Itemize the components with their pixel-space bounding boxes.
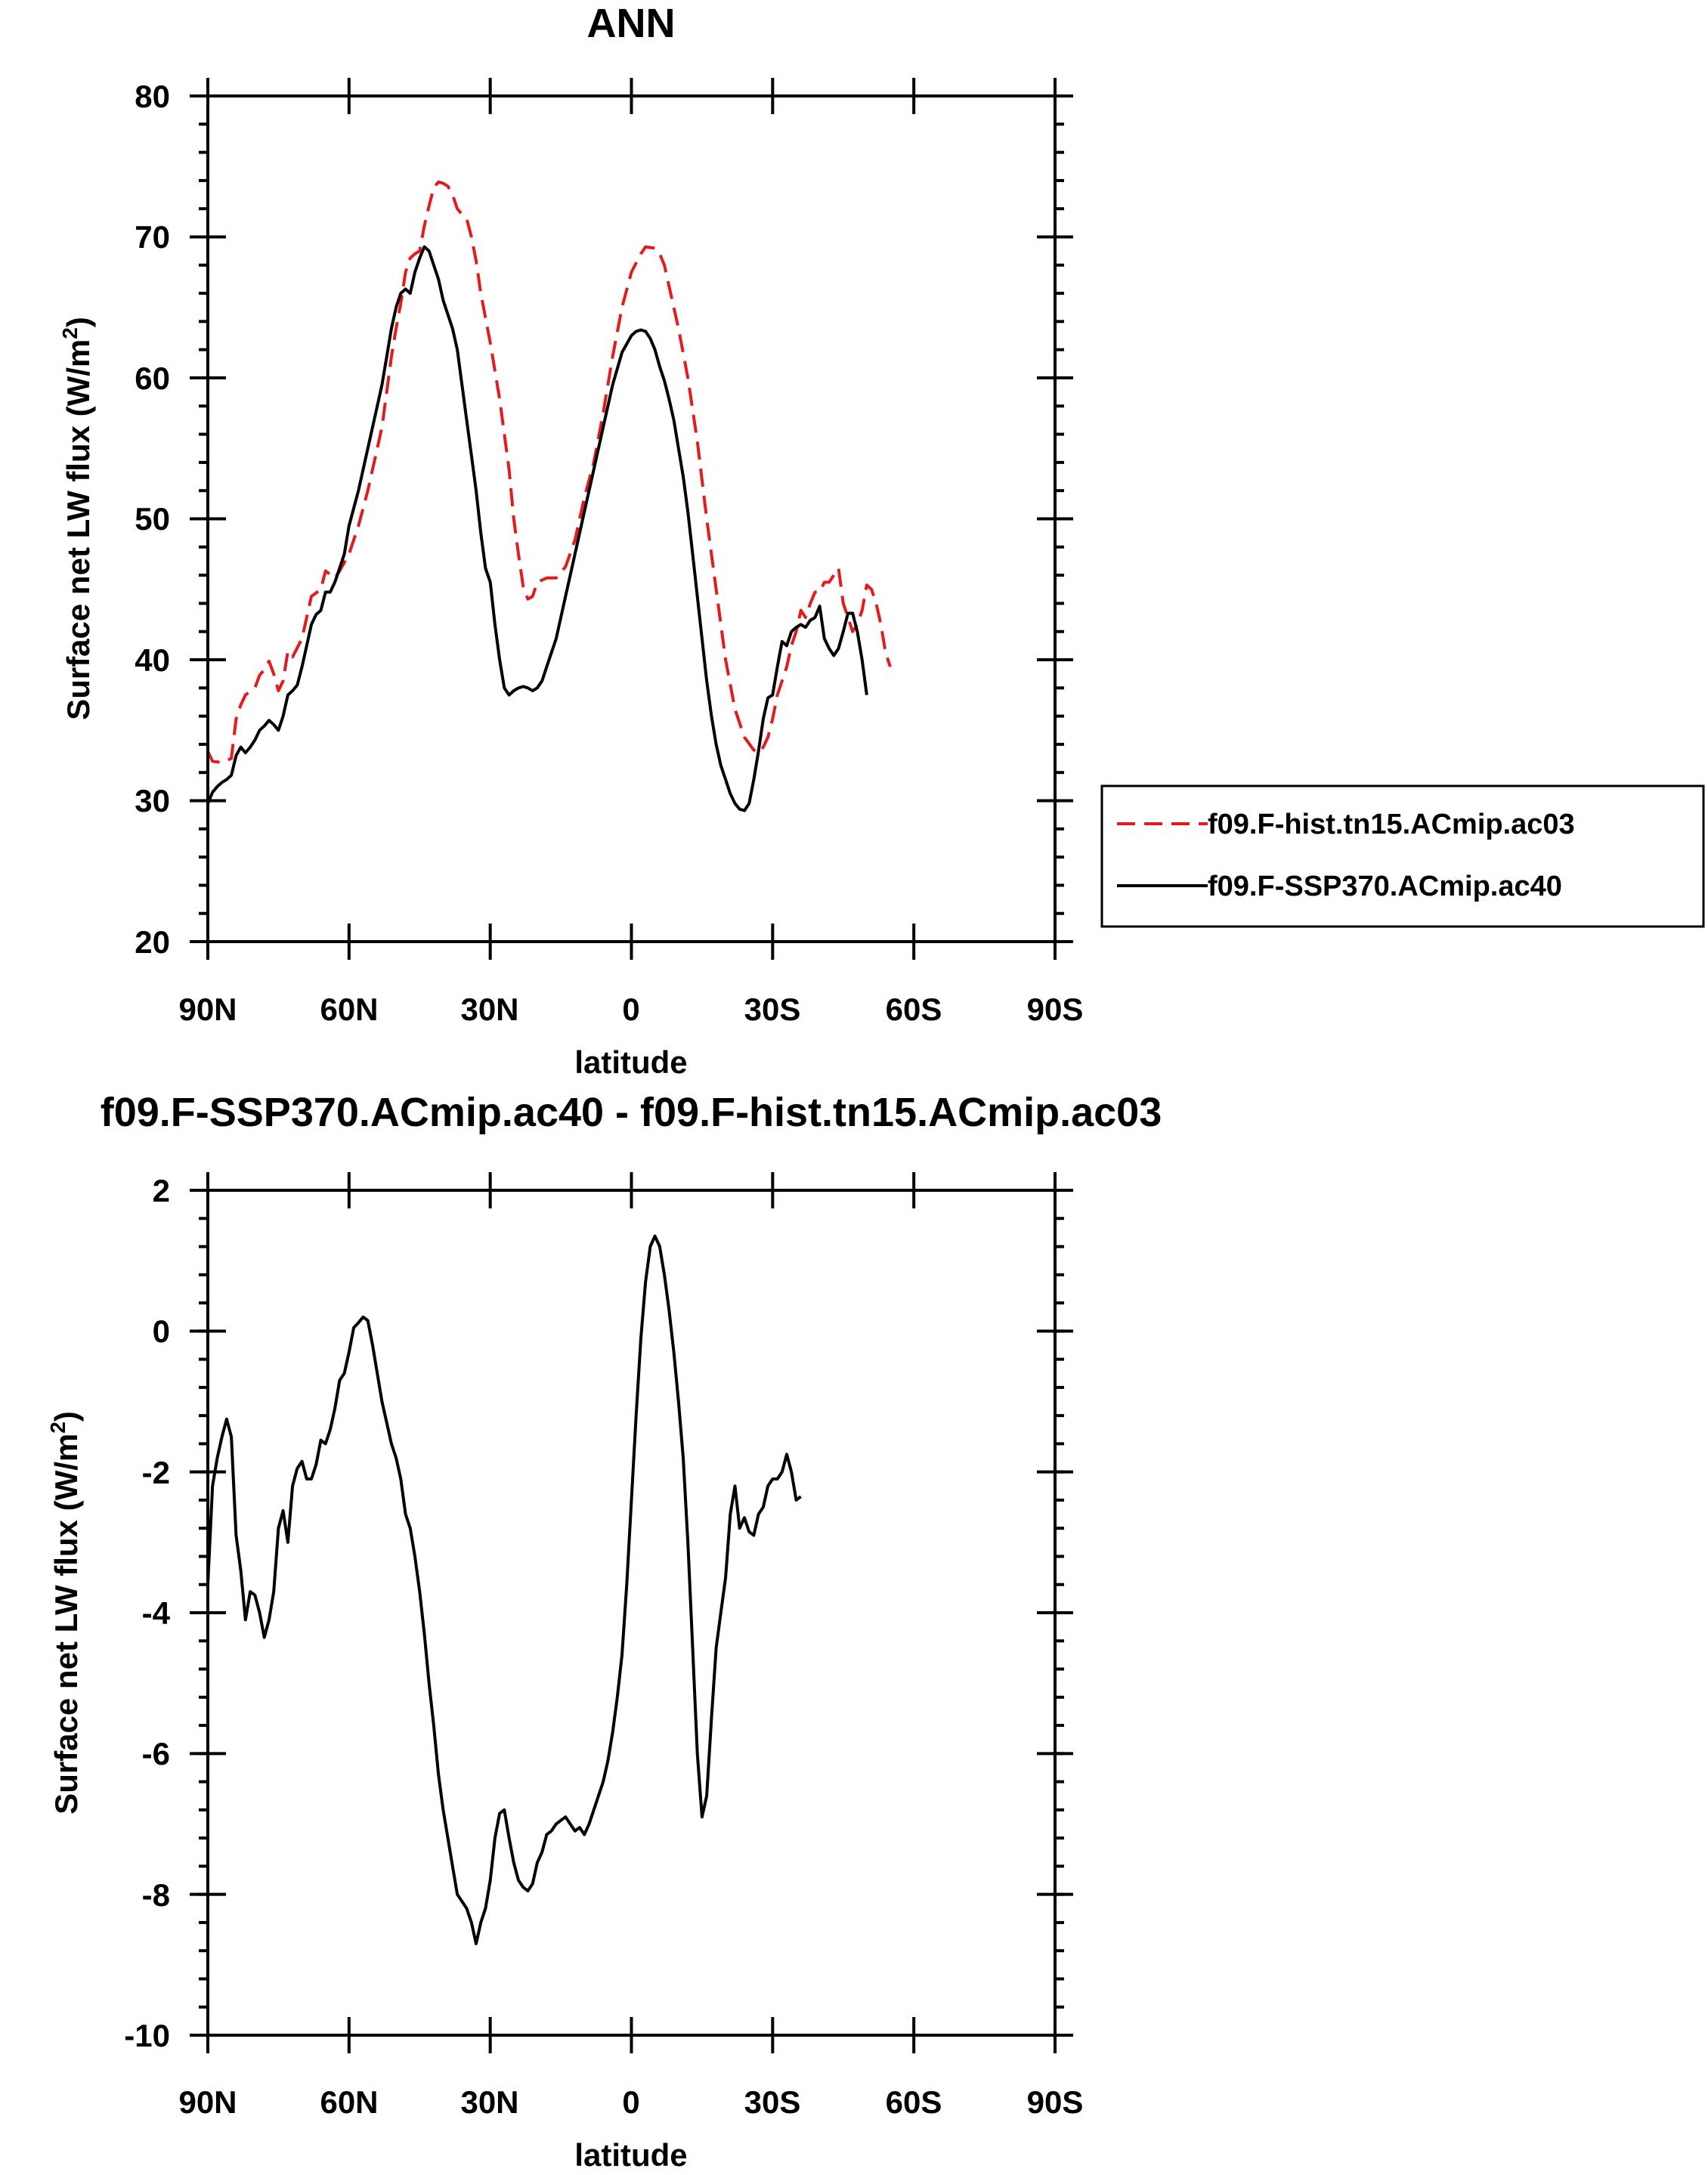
top-ticks (190, 78, 1073, 960)
top-plot-frame (206, 94, 1057, 943)
bottom-xtick-label-30s: 30S (744, 2084, 801, 2120)
bottom-series-diff-line (206, 1234, 802, 1945)
bottom-minor-ticks (199, 1189, 1064, 2037)
top-chart-title: ANN (587, 1, 676, 46)
top-ytick-label-40: 40 (135, 642, 170, 678)
top-ytick-label-30: 30 (135, 783, 170, 818)
bottom-ytick-label-m6: -6 (142, 1736, 170, 1771)
bottom-ticks (190, 1172, 1073, 2053)
bottom-xtick-label-90n: 90N (178, 2084, 237, 2120)
bottom-ytick-label-m4: -4 (142, 1595, 171, 1631)
top-ytick-label-80: 80 (135, 79, 170, 114)
top-xtick-label-60s: 60S (886, 992, 942, 1027)
bottom-plot-frame (206, 1189, 1057, 2037)
top-minor-ticks (199, 94, 1064, 943)
top-series-hist-line (206, 180, 892, 765)
top-ytick-label-20: 20 (135, 924, 170, 960)
bottom-ytick-label-m8: -8 (142, 1877, 170, 1913)
bottom-panel: f09.F-SSP370.ACmip.ac40 - f09.F-hist.tn1… (46, 1090, 1162, 2173)
bottom-xtick-label-60n: 60N (320, 2084, 378, 2120)
top-ytick-label-50: 50 (135, 501, 170, 537)
top-ytick-label-70: 70 (135, 219, 170, 255)
legend-box (1100, 784, 1705, 928)
bottom-chart-title: f09.F-SSP370.ACmip.ac40 - f09.F-hist.tn1… (101, 1090, 1162, 1135)
top-xtick-label-90n: 90N (178, 992, 237, 1027)
bottom-xtick-label-0: 0 (622, 2084, 639, 2120)
legend-label-hist: f09.F-hist.tn15.ACmip.ac03 (1208, 809, 1575, 840)
top-x-axis-label: latitude (574, 1044, 687, 1080)
bottom-ytick-label-m10: -10 (124, 2018, 170, 2053)
top-xtick-label-90s: 90S (1027, 992, 1084, 1027)
top-series-ssp370-line (206, 245, 868, 812)
top-xtick-label-0: 0 (622, 992, 639, 1027)
top-xtick-label-30n: 30N (460, 992, 518, 1027)
top-panel: ANN 80 70 60 50 40 30 20 90N 60N 30N 0 3… (58, 1, 1705, 1080)
bottom-y-axis-label: Surface net LW flux (W/m2) (46, 1411, 84, 1815)
top-ytick-label-60: 60 (135, 360, 170, 396)
legend: f09.F-hist.tn15.ACmip.ac03 f09.F-SSP370.… (1100, 784, 1705, 928)
bottom-ytick-label-2: 2 (153, 1173, 170, 1208)
bottom-ytick-label-0: 0 (153, 1313, 170, 1349)
bottom-xtick-label-90s: 90S (1027, 2084, 1084, 2120)
legend-label-ssp370: f09.F-SSP370.ACmip.ac40 (1208, 871, 1562, 902)
top-y-axis-label: Surface net LW flux (W/m2) (58, 317, 96, 720)
top-xtick-label-60n: 60N (320, 992, 378, 1027)
bottom-ytick-label-m2: -2 (142, 1455, 170, 1490)
bottom-x-axis-label: latitude (574, 2137, 687, 2173)
top-xtick-label-30s: 30S (744, 992, 801, 1027)
bottom-xtick-label-60s: 60S (886, 2084, 942, 2120)
bottom-xtick-label-30n: 30N (460, 2084, 518, 2120)
